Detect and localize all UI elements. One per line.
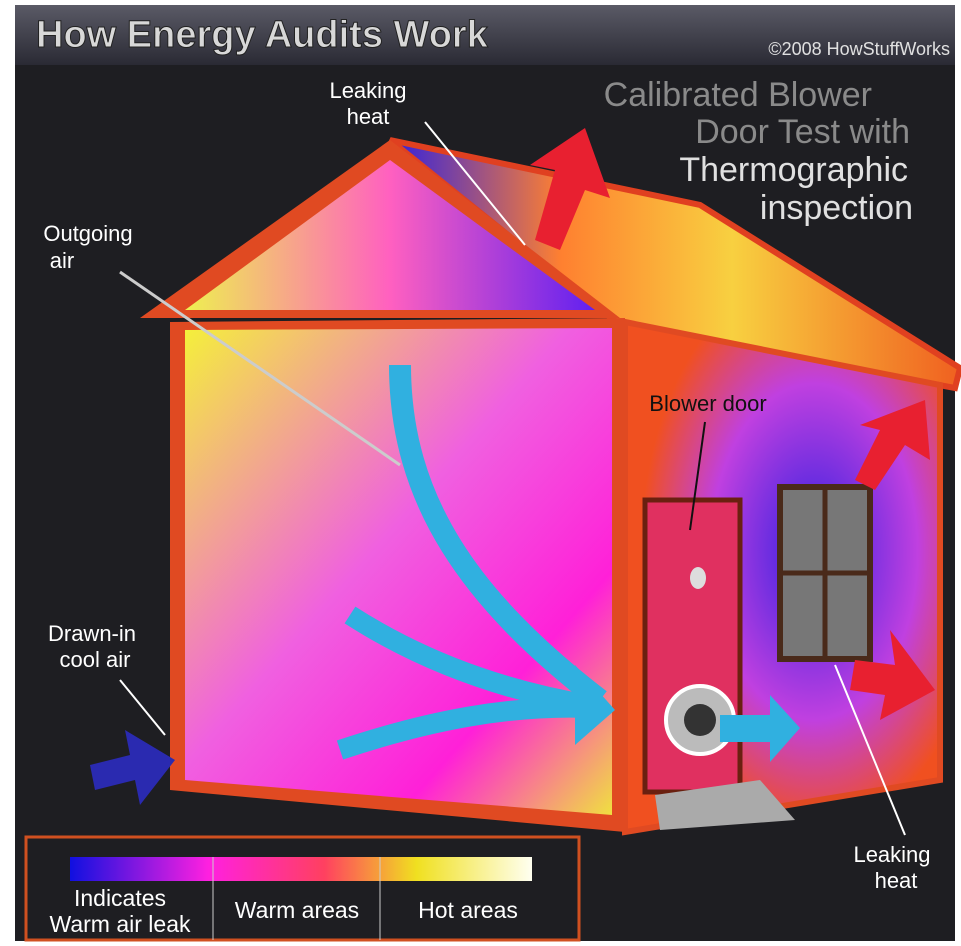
legend-scale bbox=[70, 857, 532, 881]
heat-arrow bbox=[530, 128, 610, 250]
callout-label: Outgoing bbox=[43, 221, 132, 246]
legend-label: Warm air leak bbox=[50, 911, 191, 937]
header-band bbox=[15, 5, 955, 65]
callout-label: heat bbox=[875, 868, 918, 893]
callout-line bbox=[119, 270, 401, 467]
callout-label: heat bbox=[347, 104, 390, 129]
callout-line bbox=[834, 664, 906, 836]
callout-label: Leaking bbox=[329, 78, 406, 103]
callout-label: Drawn-in bbox=[48, 621, 136, 646]
callout-label: air bbox=[50, 248, 74, 273]
heat-arrow bbox=[850, 630, 935, 720]
legend-label: Hot areas bbox=[418, 897, 518, 923]
fan-hub bbox=[684, 704, 716, 736]
air-flow bbox=[389, 364, 607, 709]
subtitle-line: Calibrated Blower bbox=[604, 76, 872, 114]
arrow-head bbox=[575, 665, 615, 745]
legend-box bbox=[24, 835, 581, 942]
subtitle-line: Door Test with bbox=[695, 113, 910, 151]
callout-line bbox=[689, 421, 706, 531]
heat-arrow bbox=[855, 400, 930, 490]
gable bbox=[185, 160, 595, 310]
blower-arrow bbox=[720, 695, 800, 762]
air-flow bbox=[336, 697, 591, 760]
cool-air-arrow bbox=[90, 730, 175, 805]
callout-line bbox=[424, 121, 526, 246]
legend-label: Warm areas bbox=[235, 897, 359, 923]
peephole bbox=[690, 567, 706, 589]
credit: ©2008 HowStuffWorks bbox=[768, 39, 950, 59]
callout-line bbox=[119, 679, 166, 736]
legend-label: Indicates bbox=[74, 885, 166, 911]
subtitle-line: inspection bbox=[760, 189, 913, 227]
steps bbox=[655, 780, 795, 830]
title: How Energy Audits Work bbox=[36, 14, 489, 56]
callout-label: Leaking bbox=[853, 842, 930, 867]
callout-label: cool air bbox=[60, 647, 131, 672]
callout-label: Blower door bbox=[649, 391, 766, 416]
subtitle-line: Thermographic bbox=[679, 151, 908, 189]
